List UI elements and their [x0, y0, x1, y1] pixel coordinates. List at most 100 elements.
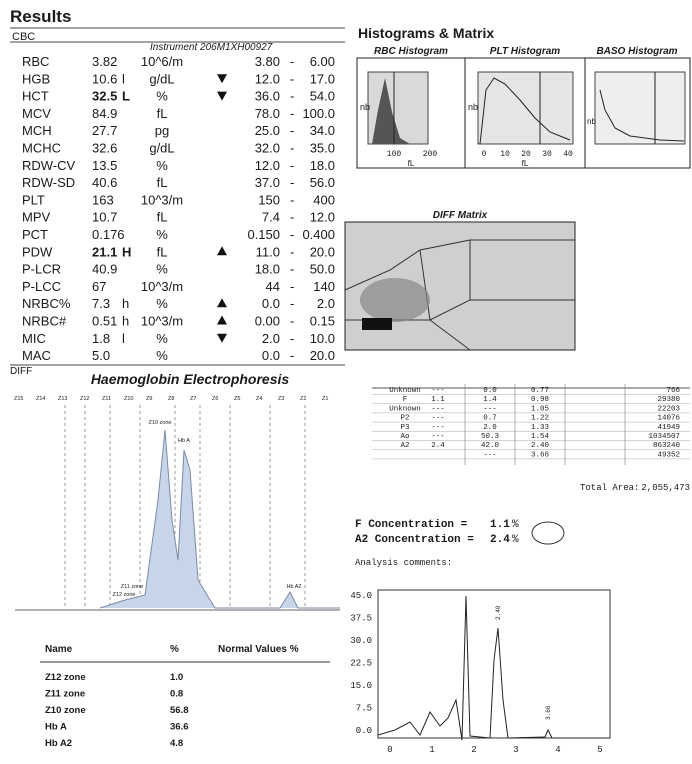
row-value: 40.9: [92, 262, 117, 277]
electrophoresis-title: Haemoglobin Electrophoresis: [91, 371, 290, 387]
x-tick-label: 3: [513, 745, 518, 755]
hplc-cell: 1.05: [531, 405, 550, 413]
table-cell: Z12 zone: [45, 672, 86, 683]
row-unit: 10^3/m: [141, 314, 183, 329]
conc-label: F Concentration =: [355, 519, 468, 531]
tick-label: 100: [387, 150, 402, 159]
results-title: Results: [10, 7, 71, 26]
row-unit: %: [156, 158, 168, 173]
hplc-cell: Unknown: [389, 387, 421, 395]
hplc-cell: ---: [431, 415, 445, 423]
row-value: 163: [92, 192, 114, 207]
tick-label: 40: [563, 150, 573, 159]
hplc-cell: 0.77: [531, 387, 549, 395]
range-sep: -: [290, 227, 294, 242]
range-low: 150: [258, 192, 280, 207]
tick-label: 200: [423, 150, 438, 159]
row-name: RBC: [22, 54, 49, 69]
hplc-cell: 1.54: [531, 433, 550, 441]
zone-label: Z5: [234, 396, 240, 402]
hplc-cell: 1034507: [648, 433, 680, 441]
row-name: MCH: [22, 123, 52, 138]
row-flag: l: [122, 71, 125, 86]
hplc-cell: 1.1: [431, 396, 445, 404]
x-tick-label: 1: [429, 745, 434, 755]
range-high: 34.0: [310, 123, 335, 138]
peak-label: Z12 zone: [113, 592, 136, 598]
range-sep: -: [290, 262, 294, 277]
table-header: Name: [45, 644, 73, 655]
range-sep: -: [290, 210, 294, 225]
range-high: 35.0: [310, 141, 335, 156]
row-value: 32.6: [92, 141, 117, 156]
section-label: CBC: [12, 31, 35, 43]
zone-label: Z7: [190, 396, 196, 402]
total-label: Total Area:: [580, 483, 639, 493]
range-low: 2.0: [262, 331, 280, 346]
flag-arrow: [217, 74, 227, 83]
hplc-cell: ---: [431, 387, 445, 395]
row-unit: fL: [157, 175, 168, 190]
row-flag: h: [122, 314, 129, 329]
row-name: MCHC: [22, 141, 61, 156]
range-low: 32.0: [255, 141, 280, 156]
range-high: 400: [313, 192, 335, 207]
range-high: 50.0: [310, 262, 335, 277]
hplc-cell: 1.22: [531, 415, 549, 423]
y-tick-label: 22.5: [350, 659, 372, 669]
instrument: Instrument 206M1XH00927: [150, 42, 273, 53]
range-sep: -: [290, 141, 294, 156]
table-cell: 0.8: [170, 689, 183, 700]
row-value: 27.7: [92, 123, 117, 138]
range-sep: -: [290, 175, 294, 190]
conc-unit: %: [512, 519, 519, 531]
row-name: RDW-CV: [22, 158, 76, 173]
row-value: 67: [92, 279, 106, 294]
row-unit: %: [156, 89, 168, 104]
hplc-cell: ---: [431, 424, 445, 432]
row-name: P-LCC: [22, 279, 61, 294]
range-high: 17.0: [310, 71, 335, 86]
table-cell: Z10 zone: [45, 705, 86, 716]
row-value: 1.8: [92, 331, 110, 346]
row-name: MAC: [22, 348, 51, 363]
page: {"results": {"title": "Results", "sectio…: [0, 0, 692, 764]
section-label: DIFF: [10, 366, 32, 377]
row-unit: 10^3/m: [141, 279, 183, 294]
row-value: 5.0: [92, 348, 110, 363]
hplc-cell: 3.66: [531, 451, 550, 459]
range-high: 2.0: [317, 296, 335, 311]
conc-label: A2 Concentration =: [355, 534, 474, 546]
row-value: 84.9: [92, 106, 117, 121]
x-tick-label: 0: [387, 745, 392, 755]
hplc-cell: 41949: [657, 424, 680, 432]
zone-label: Z11: [102, 396, 111, 402]
range-sep: -: [290, 158, 294, 173]
row-value: 10.6: [92, 71, 117, 86]
row-unit: %: [156, 262, 168, 277]
panel-title: RBC Histogram: [374, 46, 448, 57]
range-high: 18.0: [310, 158, 335, 173]
row-name: MPV: [22, 210, 51, 225]
range-sep: -: [290, 331, 294, 346]
row-unit: fL: [157, 210, 168, 225]
zone-label: Z1: [322, 396, 328, 402]
table-cell: 56.8: [170, 705, 189, 716]
range-low: 0.00: [255, 314, 280, 329]
hplc-cell: ---: [431, 433, 445, 441]
row-name: PLT: [22, 192, 45, 207]
histograms-title: Histograms & Matrix: [358, 25, 494, 41]
row-flag: L: [122, 89, 130, 104]
range-sep: -: [290, 54, 294, 69]
row-name: MIC: [22, 331, 46, 346]
tick-label: 0: [482, 150, 487, 159]
row-flag: h: [122, 296, 129, 311]
range-low: 18.0: [255, 262, 280, 277]
row-unit: fL: [157, 244, 168, 259]
range-high: 140: [313, 279, 335, 294]
hplc-cell: 22203: [657, 405, 680, 413]
axis-label: nb: [360, 102, 370, 112]
conc-value: 1.1: [490, 519, 510, 531]
row-unit: %: [156, 296, 168, 311]
page-canvas: ResultsCBCInstrument 206M1XH00927RBC3.82…: [0, 0, 692, 759]
